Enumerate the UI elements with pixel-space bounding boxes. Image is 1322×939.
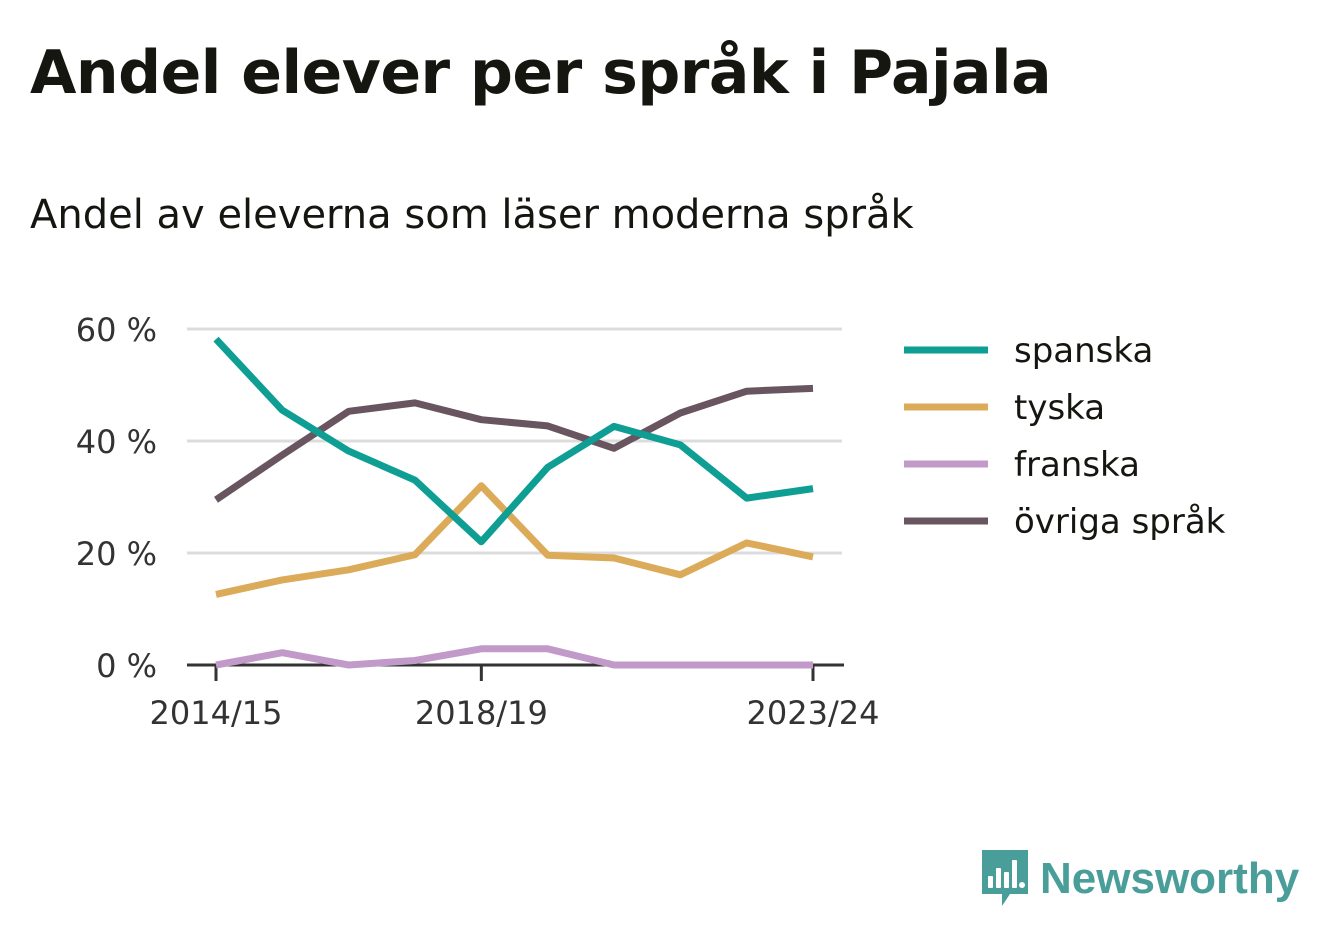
x-tick-label: 2014/15 [150,694,283,732]
y-tick-label: 20 % [76,535,157,573]
newsworthy-bar-chart-icon [982,850,1028,906]
y-tick-label: 40 % [76,423,157,461]
series-line [215,645,813,669]
y-tick-label: 0 % [96,647,157,685]
legend-label: övriga språk [1014,502,1226,542]
x-tick-label: 2023/24 [747,694,880,732]
legend: spanska tyska franska övriga språk [904,331,1226,542]
x-tick-label: 2018/19 [415,694,548,732]
series-line [215,482,814,598]
legend-label: tyska [1014,388,1105,428]
axes: 0 % 20 % 40 % 60 % 2014/15 2018/19 2023/24 [76,311,880,732]
chart-title: Andel elever per språk i Pajala [30,38,1052,108]
legend-label: spanska [1014,331,1153,371]
y-tick-label: 60 % [76,311,157,349]
series-line [213,336,814,546]
chart-subtitle: Andel av eleverna som läser moderna språ… [30,192,914,238]
legend-label: franska [1014,445,1140,485]
newsworthy-logo: Newsworthy [980,848,1299,910]
series-lines [213,336,814,669]
logo-text: Newsworthy [1040,854,1300,903]
